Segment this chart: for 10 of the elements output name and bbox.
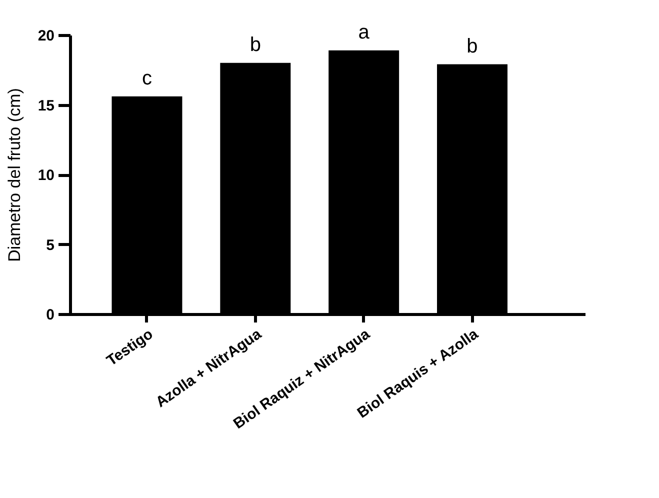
y-tick-label: 15 [38,97,54,114]
y-tick-label: 20 [38,28,54,44]
y-tick-label: 10 [38,167,54,184]
y-tick-label: 5 [46,236,54,254]
annotation: b [250,34,261,56]
annotation: c [142,67,152,90]
annotation: a [358,21,370,44]
annotation: b [466,35,478,58]
y-axis-title: Diametro del fruto (cm) [4,88,24,262]
y-tick-label: 0 [46,306,54,324]
